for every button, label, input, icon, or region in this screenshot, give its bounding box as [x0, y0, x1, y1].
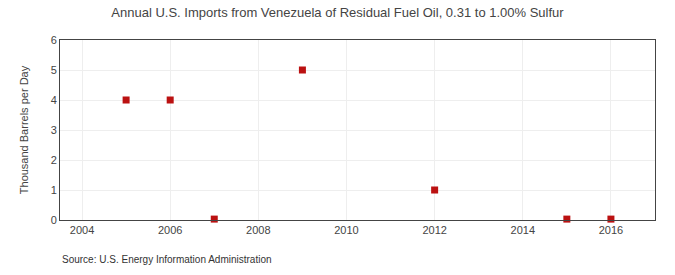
svg-text:2004: 2004 — [70, 224, 94, 236]
svg-text:2016: 2016 — [599, 224, 623, 236]
svg-text:2008: 2008 — [246, 224, 270, 236]
svg-text:1: 1 — [51, 184, 57, 196]
svg-text:2014: 2014 — [511, 224, 535, 236]
svg-text:2010: 2010 — [334, 224, 358, 236]
svg-text:3: 3 — [51, 124, 57, 136]
svg-text:0: 0 — [51, 214, 57, 226]
svg-text:2: 2 — [51, 154, 57, 166]
svg-text:Source: U.S. Energy Informatio: Source: U.S. Energy Information Administ… — [62, 254, 272, 265]
svg-text:2012: 2012 — [422, 224, 446, 236]
svg-text:Thousand Barrels per Day: Thousand Barrels per Day — [18, 65, 30, 194]
svg-text:5: 5 — [51, 64, 57, 76]
svg-text:2006: 2006 — [158, 224, 182, 236]
svg-text:4: 4 — [51, 94, 57, 106]
svg-text:6: 6 — [51, 34, 57, 46]
svg-text:Annual U.S. Imports from Venez: Annual U.S. Imports from Venezuela of Re… — [111, 5, 564, 20]
